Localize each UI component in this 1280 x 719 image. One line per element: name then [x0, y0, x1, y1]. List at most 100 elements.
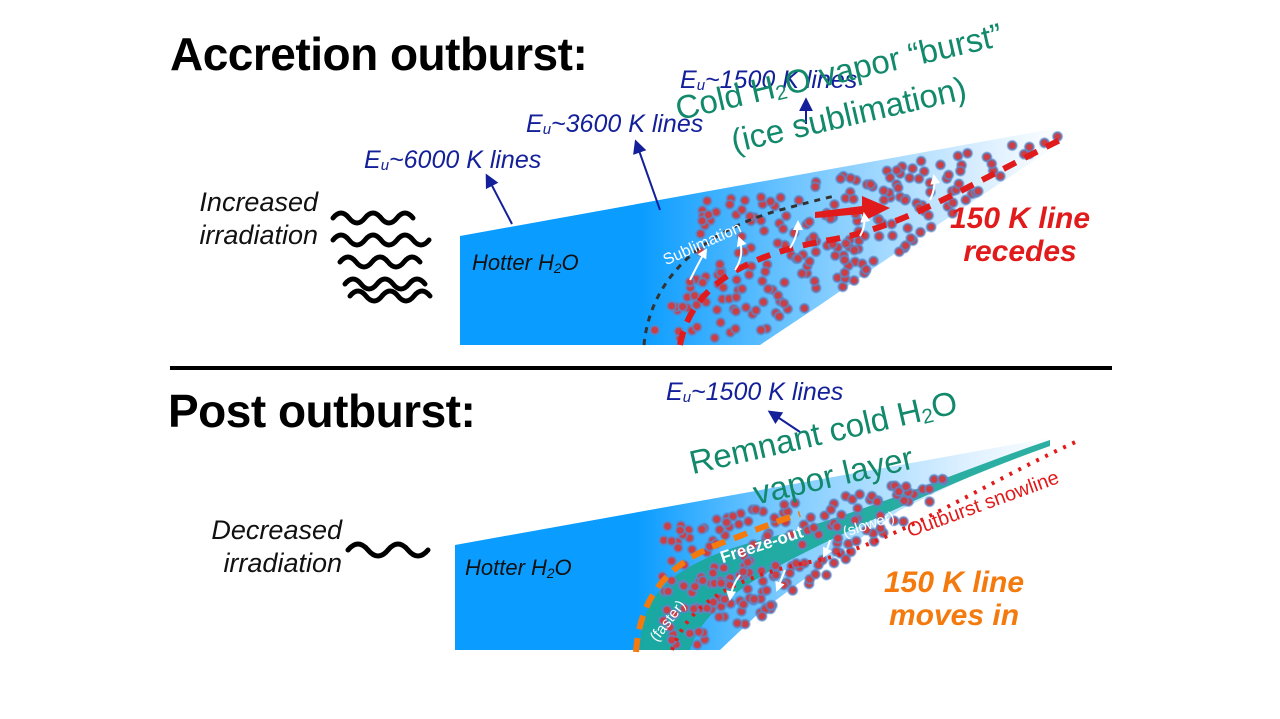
ice-grain — [796, 267, 808, 280]
ice-grain — [755, 564, 768, 577]
panel-divider — [170, 366, 1112, 370]
ice-grain — [778, 498, 791, 511]
ice-grain — [756, 610, 768, 623]
ice-grain — [713, 611, 726, 623]
ice-grain — [985, 157, 998, 170]
ice-grain — [764, 599, 777, 612]
ice-grain — [737, 598, 750, 611]
ice-grain — [777, 222, 790, 235]
ice-grain — [677, 580, 690, 592]
recedes-line2: recedes — [963, 235, 1077, 268]
ice-grain — [665, 634, 678, 646]
ice-grain — [903, 171, 916, 184]
ice-grain — [904, 232, 917, 245]
ice-grain — [792, 194, 805, 207]
ice-grain — [723, 198, 736, 211]
ice-grain — [871, 495, 884, 508]
ice-grain — [874, 509, 887, 522]
ice-grain — [708, 331, 721, 344]
ice-grain — [696, 574, 709, 587]
ice-grain — [851, 502, 864, 515]
ice-grain — [738, 194, 751, 207]
ice-grain — [729, 322, 742, 335]
ice-grain — [878, 194, 890, 206]
ice-grain — [683, 275, 696, 288]
ice-grain — [784, 528, 797, 541]
ice-grain — [737, 565, 750, 578]
ice-grain — [701, 194, 714, 207]
ice-grain — [711, 303, 723, 316]
ice-grain — [718, 593, 731, 606]
bottom-irradiation-line1: Decreased — [211, 515, 342, 545]
ice-grain — [672, 541, 685, 554]
ice-grain — [860, 524, 873, 537]
ice-grain — [847, 193, 860, 205]
ice-grain — [828, 557, 840, 569]
ice-grain — [853, 488, 866, 501]
ice-grain — [720, 516, 733, 529]
ice-grain — [741, 556, 754, 569]
ice-grain — [786, 584, 799, 597]
top-heading: Accretion outburst: — [170, 28, 588, 80]
ice-grain — [707, 596, 720, 609]
ice-grain — [743, 268, 756, 281]
ice-grain — [923, 483, 936, 495]
ice-grain — [780, 210, 793, 222]
ice-grain — [732, 518, 745, 531]
ice-grain — [665, 554, 678, 567]
ice-grain — [695, 523, 708, 536]
moves-in-line1: 150 K line — [884, 566, 1025, 599]
ice-grain — [691, 638, 704, 651]
ice-grain — [661, 520, 674, 533]
ice-grain — [809, 180, 822, 193]
ice-grain — [665, 574, 678, 587]
ice-grain — [742, 515, 755, 528]
ice-grain — [771, 237, 784, 250]
top-150k-line — [677, 137, 1062, 346]
arrow-3600k — [633, 139, 661, 211]
top-sublimation-arrows — [689, 174, 941, 281]
ice-grain — [850, 535, 863, 548]
energy-label-1500k-top: Eu~1500 K lines — [680, 66, 858, 94]
ice-grain — [838, 254, 851, 266]
ice-grain — [972, 185, 985, 198]
ice-grain — [796, 538, 809, 551]
bottom-irradiation-label: Decreased irradiation — [190, 514, 342, 580]
ice-grain — [860, 263, 873, 276]
moves-in-label: 150 K line moves in — [884, 566, 1024, 632]
ice-grain — [832, 532, 844, 545]
ice-grain — [715, 577, 728, 590]
ice-grain — [748, 593, 761, 606]
ice-grain — [820, 569, 833, 581]
ice-grain — [662, 585, 675, 598]
ice-grain — [824, 503, 837, 516]
ice-grain — [848, 274, 861, 287]
ice-grain — [696, 214, 709, 227]
ice-grain — [683, 627, 696, 640]
freeze-out-arrows — [726, 539, 833, 601]
ice-grain — [798, 302, 811, 315]
ice-grain — [714, 316, 727, 329]
ice-grain — [741, 583, 754, 595]
recedes-label: 150 K line recedes — [950, 202, 1090, 268]
ice-grain — [678, 602, 691, 615]
ice-grain — [828, 198, 841, 211]
ice-grain — [772, 289, 784, 302]
ice-grain — [934, 158, 947, 171]
ice-grain — [760, 584, 773, 597]
ice-grain — [946, 196, 959, 209]
ice-grain — [769, 559, 782, 572]
bottom-heading: Post outburst: — [168, 385, 476, 437]
ice-grain — [914, 226, 927, 239]
ice-grain — [661, 604, 673, 616]
ice-grain — [717, 561, 730, 574]
ice-grain — [696, 276, 709, 289]
ice-grain — [915, 155, 928, 168]
ice-grain — [749, 503, 762, 516]
ice-grain — [710, 513, 723, 526]
ice-grain — [663, 621, 676, 634]
ice-grain — [758, 224, 771, 237]
ice-grain — [922, 209, 935, 222]
energy-label-3600k: Eu~3600 K lines — [526, 110, 704, 138]
